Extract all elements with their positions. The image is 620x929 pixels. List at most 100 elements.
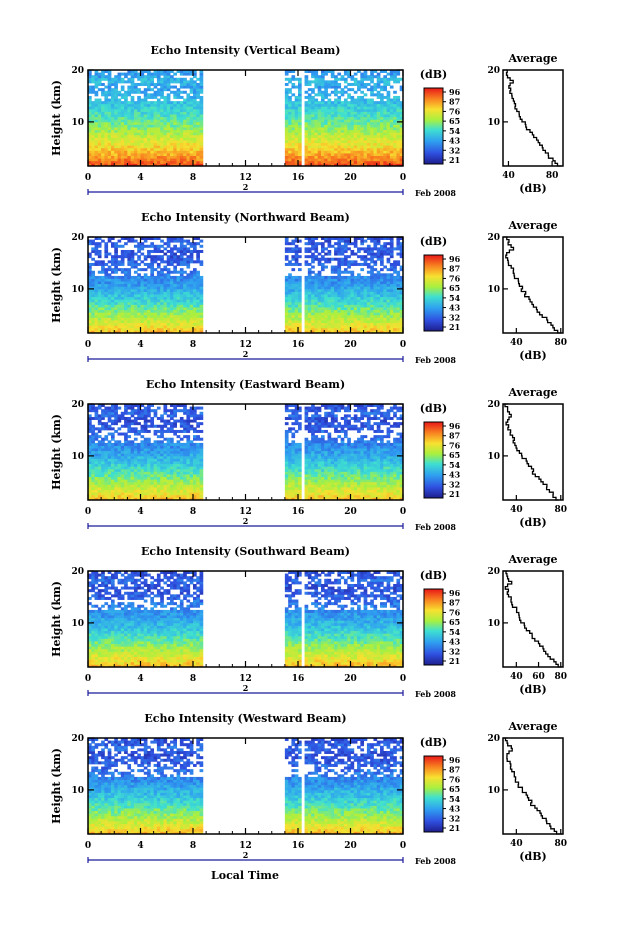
heatmap-cell	[386, 98, 391, 102]
heatmap-cell	[284, 101, 289, 105]
heatmap-cell	[186, 299, 191, 303]
heatmap-cell	[353, 242, 358, 246]
heatmap-cell	[120, 479, 125, 483]
heatmap-cell	[291, 137, 296, 141]
heatmap-cell	[189, 153, 194, 157]
heatmap-cell	[366, 150, 371, 154]
heatmap-cell	[140, 278, 145, 282]
heatmap-cell	[330, 137, 335, 141]
heatmap-cell	[117, 320, 122, 324]
heatmap-cell	[91, 114, 95, 118]
heatmap-cell	[357, 255, 361, 259]
heatmap-cell	[373, 155, 378, 159]
heatmap-cell	[88, 442, 92, 446]
heatmap-cell	[284, 132, 289, 136]
heatmap-cell	[170, 288, 174, 292]
heatmap-cell	[133, 327, 138, 331]
heatmap-cell	[396, 116, 401, 120]
heatmap-cell	[120, 153, 125, 157]
heatmap-cell	[110, 468, 115, 472]
heatmap-cell	[114, 129, 118, 133]
heatmap-cell	[330, 145, 335, 149]
heatmap-cell	[291, 320, 296, 324]
heatmap-cell	[330, 327, 335, 331]
heatmap-cell	[166, 330, 171, 334]
heatmap-cell	[127, 127, 132, 131]
heatmap-cell	[288, 158, 292, 162]
heatmap-cell	[337, 275, 342, 279]
heatmap-cell	[173, 296, 177, 300]
heatmap-cell	[170, 77, 174, 81]
heatmap-cell	[170, 111, 174, 115]
heatmap-cell	[153, 296, 158, 300]
heatmap-cell	[163, 265, 168, 269]
heatmap-cell	[130, 320, 135, 324]
heatmap-cell	[94, 111, 99, 115]
heatmap-cell	[196, 283, 200, 287]
heatmap-cell	[334, 111, 338, 115]
heatmap-cell	[140, 116, 145, 120]
heatmap-cell	[160, 95, 164, 99]
heatmap-cell	[173, 137, 177, 141]
heatmap-cell	[334, 106, 338, 110]
heatmap-cell	[334, 283, 338, 287]
heatmap-cell	[314, 286, 319, 290]
heatmap-cell	[107, 442, 112, 446]
heatmap-cell	[153, 124, 158, 128]
heatmap-cell	[104, 294, 109, 298]
heatmap-cell	[101, 145, 105, 149]
heatmap-cell	[186, 163, 191, 167]
heatmap-cell	[153, 288, 158, 292]
heatmap-cell	[324, 150, 328, 154]
heatmap-cell	[179, 275, 184, 279]
heatmap-cell	[104, 249, 109, 253]
heatmap-cell	[97, 458, 102, 462]
heatmap-cell	[183, 142, 187, 146]
heatmap-cell	[376, 137, 381, 141]
heatmap-cell	[324, 283, 328, 287]
heatmap-cell	[133, 307, 138, 311]
heatmap-cell	[288, 142, 292, 146]
heatmap-cell	[140, 294, 145, 298]
heatmap-cell	[324, 314, 328, 318]
heatmap-cell	[360, 286, 365, 290]
heatmap-cell	[357, 116, 361, 120]
heatmap-cell	[288, 98, 292, 102]
heatmap-cell	[350, 142, 355, 146]
heatmap-cell	[363, 327, 368, 331]
heatmap-cell	[130, 255, 135, 259]
heatmap-cell	[294, 142, 299, 146]
heatmap-cell	[307, 327, 312, 331]
heatmap-cell	[94, 327, 99, 331]
heatmap-cell	[179, 260, 184, 264]
heatmap-cell	[324, 294, 328, 298]
heatmap-cell	[311, 327, 315, 331]
heatmap-cell	[117, 291, 122, 295]
heatmap-cell	[317, 82, 322, 86]
heatmap-cell	[94, 260, 99, 264]
heatmap-cell	[386, 106, 391, 110]
heatmap-cell	[314, 82, 319, 86]
heatmap-cell	[186, 114, 191, 118]
heatmap-cell	[107, 72, 112, 76]
heatmap-cell	[298, 255, 302, 259]
heatmap-cell	[114, 95, 118, 99]
heatmap-cell	[94, 137, 99, 141]
heatmap-cell	[298, 304, 302, 308]
heatmap-cell	[173, 160, 177, 164]
heatmap-cell	[317, 150, 322, 154]
heatmap-cell	[183, 314, 187, 318]
heatmap-cell	[196, 116, 200, 120]
heatmap-cell	[94, 116, 99, 120]
heatmap-cell	[330, 304, 335, 308]
heatmap-cell	[114, 330, 118, 334]
heatmap-cell	[199, 327, 204, 331]
heatmap-cell	[117, 101, 122, 105]
heatmap-cell	[337, 273, 342, 277]
heatmap-cell	[334, 286, 338, 290]
heatmap-cell	[340, 77, 345, 81]
heatmap-cell	[179, 327, 184, 331]
heatmap-cell	[114, 301, 118, 305]
heatmap-cell	[114, 494, 118, 498]
heatmap-cell	[150, 95, 155, 99]
